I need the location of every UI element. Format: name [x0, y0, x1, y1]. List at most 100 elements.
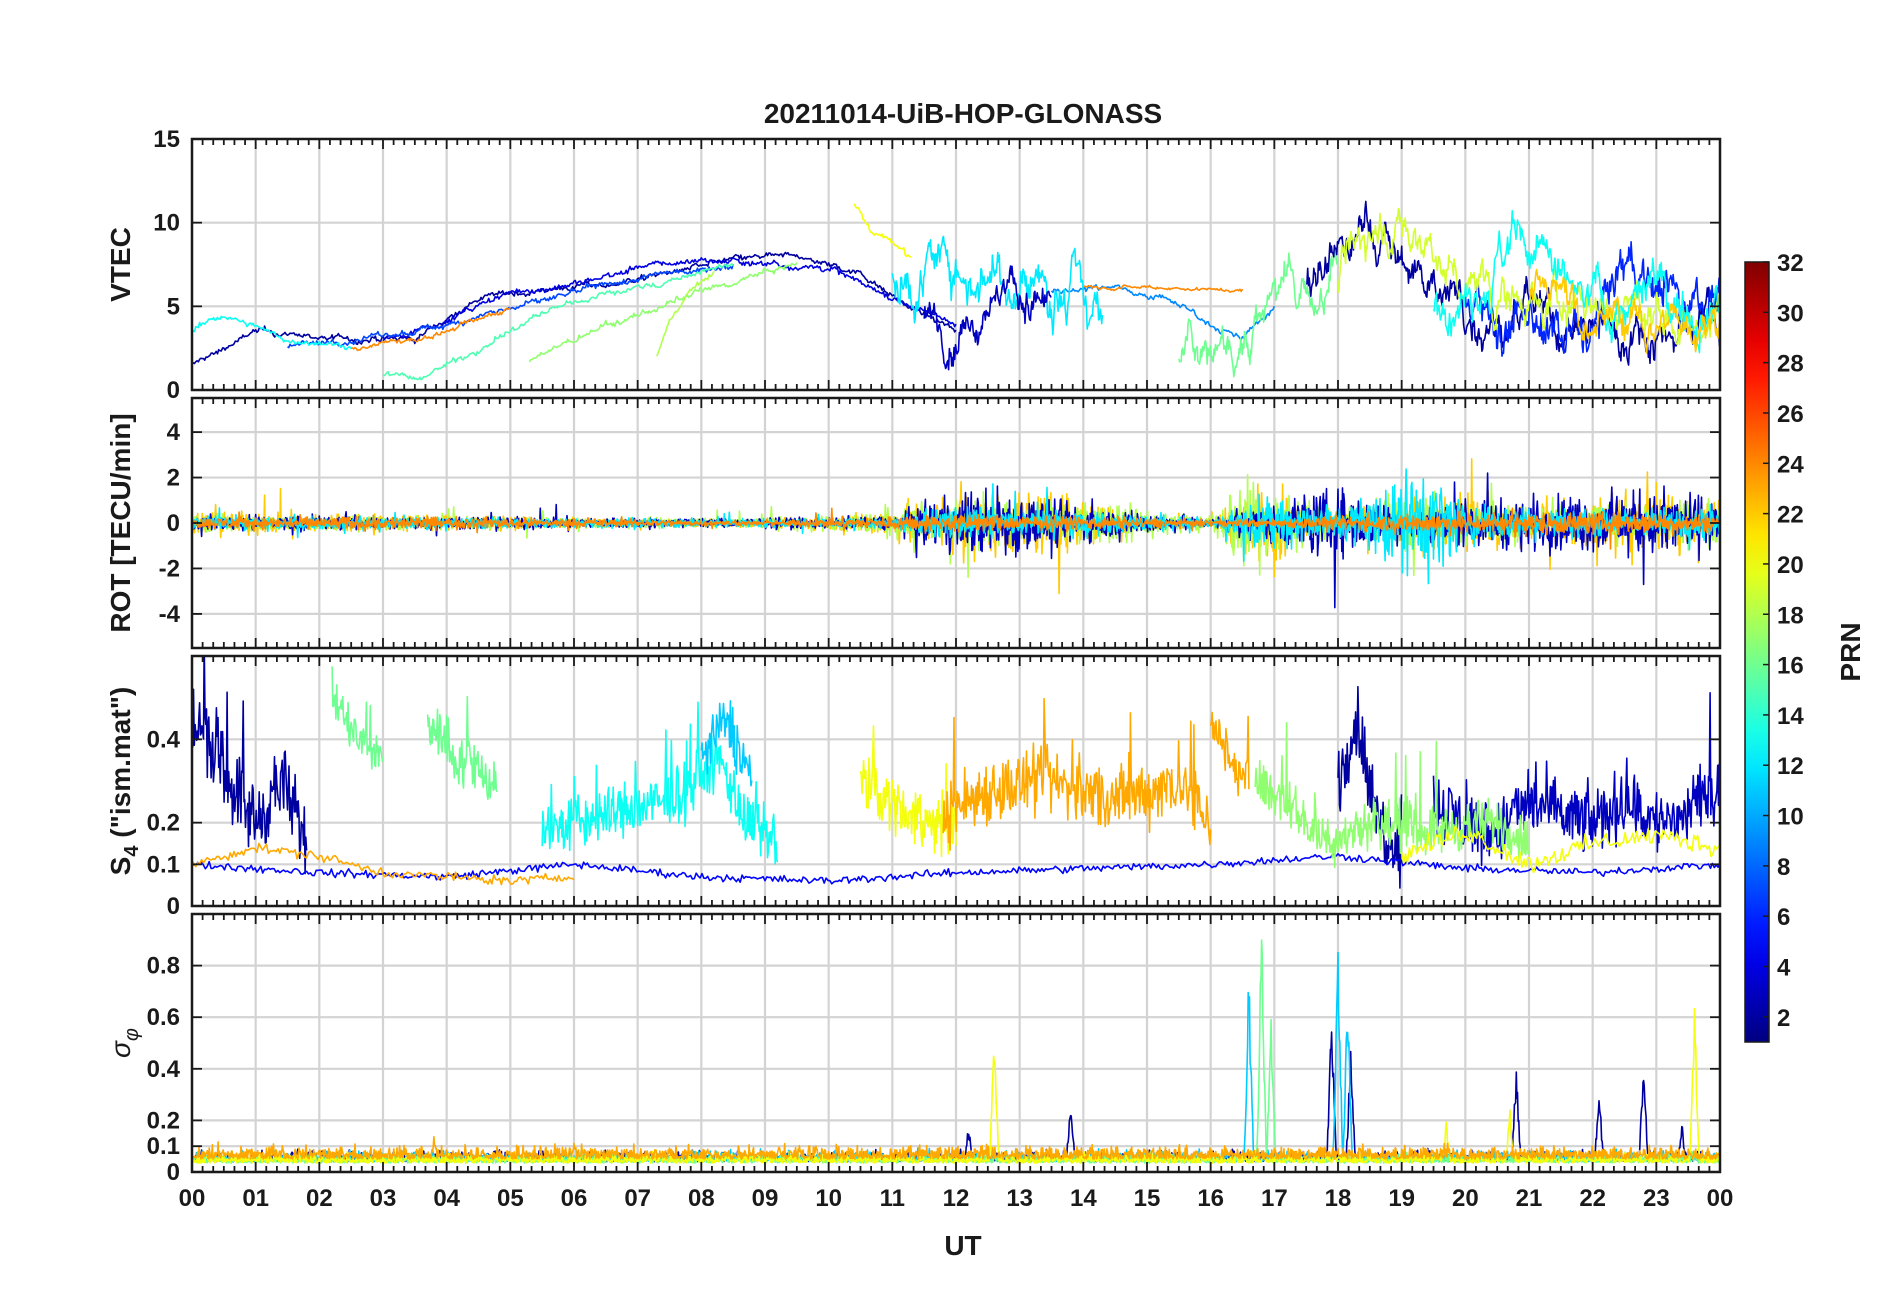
series-rot-prn24-4: [192, 507, 1720, 550]
ticks-s4: [191, 656, 1721, 907]
series-s4-prn2-1: [1337, 685, 1403, 889]
series-vtec-prn12-11: [891, 235, 1104, 336]
series-group-sigma-phi: [192, 939, 1720, 1164]
y-tick-label: 15: [153, 126, 180, 153]
x-tick-label: 21: [1516, 1185, 1543, 1212]
x-tick-label: 14: [1070, 1185, 1097, 1212]
series-s4-prn3-2: [1432, 692, 1720, 867]
series-vtec-prn4-1: [382, 257, 957, 342]
colorbar-tick-label: 24: [1777, 451, 1804, 478]
x-tick-label: 17: [1261, 1185, 1288, 1212]
x-tick-label: 09: [752, 1185, 779, 1212]
series-vtec-prn18-7: [656, 270, 715, 357]
x-tick-label: 06: [561, 1185, 588, 1212]
series-vtec-prn7-2: [287, 263, 734, 349]
series-vtec-prn22-18: [1528, 268, 1720, 354]
x-tick-label: 03: [370, 1185, 397, 1212]
colorbar-tick-label: 32: [1777, 250, 1804, 277]
x-tick-label: 02: [306, 1185, 333, 1212]
x-tick-label: 19: [1388, 1185, 1415, 1212]
series-group-vtec: [192, 200, 1720, 381]
series-s4-prn16-4: [331, 666, 384, 770]
series-s4-prn11-7: [700, 700, 753, 787]
x-tick-label: 23: [1643, 1185, 1670, 1212]
colorbar-tick-label: 18: [1777, 602, 1804, 629]
y-tick-label: 0.2: [147, 1107, 180, 1134]
x-tick-label: 18: [1325, 1185, 1352, 1212]
series-vtec-prn19-16: [1337, 207, 1720, 346]
y-axis-label-s4: S4 ("ism.mat"): [105, 687, 143, 876]
x-tick-label: 12: [943, 1185, 970, 1212]
series-vtec-prn17-6: [528, 262, 798, 363]
colorbar-tick-label: 20: [1777, 552, 1804, 579]
series-s4-prn23-9: [942, 697, 1212, 851]
colorbar-tick-label: 22: [1777, 502, 1804, 529]
x-tick-label: 01: [242, 1185, 269, 1212]
y-tick-label: 0.6: [147, 1004, 180, 1031]
colorbar-tick-label: 10: [1777, 804, 1804, 831]
series-s4-prn2-0: [192, 656, 308, 875]
x-tick-label: 00: [179, 1185, 206, 1212]
y-tick-label: 4: [167, 419, 181, 446]
x-tick-label: 11: [880, 1185, 905, 1212]
x-tick-label: 00: [1707, 1185, 1734, 1212]
colorbar-tick-label: 8: [1777, 854, 1790, 881]
series-group-s4: [192, 656, 1720, 889]
x-tick-label: 13: [1006, 1185, 1033, 1212]
x-tick-labels: 00 01 02 03 04 05 06 07 08 09 10 11 12 13 14 15 16 17 18 19…: [179, 1185, 1734, 1212]
series-vtec-prn6-15: [1464, 241, 1720, 357]
colorbar-scale: [1744, 261, 1770, 1043]
y-axis-label-vtec: VTEC: [105, 227, 136, 302]
x-tick-label: 15: [1134, 1185, 1161, 1212]
y-axis-label-rot: ROT [TECU/min]: [105, 413, 136, 632]
y-axis-label-sigma-phi: σφ: [105, 1028, 143, 1058]
y-tick-label: 10: [153, 210, 180, 237]
y-tick-label: -2: [159, 555, 180, 582]
colorbar-tick-label: 4: [1777, 955, 1791, 982]
y-tick-label: 0: [167, 1159, 180, 1186]
ticks-rot: [191, 398, 1721, 648]
grid-sigma-phi: [190, 914, 1722, 1174]
x-tick-label: 07: [624, 1185, 651, 1212]
ticks-sigma-phi: [191, 914, 1721, 1173]
series-s4-prn16-5: [426, 695, 498, 801]
series-vtec-prn20-10: [853, 203, 912, 258]
panel-s4: 0 0.1 0.2 0.4S4 ("ism.mat"): [105, 654, 1722, 920]
series-s4-prn13-6: [541, 701, 779, 865]
series-vtec-prn2-0: [192, 251, 957, 365]
colorbar-tick-label: 30: [1777, 300, 1804, 327]
x-tick-label: 10: [815, 1185, 842, 1212]
series-group-rot: [192, 458, 1720, 609]
colorbar-tick-label: 26: [1777, 401, 1804, 428]
series-vtec-prn13-4: [192, 315, 352, 351]
colorbar-tick-label: 6: [1777, 904, 1790, 931]
y-tick-label: 0: [167, 377, 180, 404]
series-vtec-prn24-8: [351, 307, 511, 352]
panel-rot: -4 -2 0 2 4 ROT [TECU/min]: [105, 396, 1722, 650]
y-tick-label: 0.1: [147, 1133, 180, 1160]
series-vtec-prn15-5: [382, 263, 734, 381]
series-s4-prn20-13: [1400, 825, 1720, 874]
x-tick-label: 16: [1197, 1185, 1224, 1212]
x-tick-label: 08: [688, 1185, 715, 1212]
colorbar-tick-label: 16: [1777, 653, 1804, 680]
series-sigma-phi-prn23-4: [192, 1136, 1720, 1160]
series-s4-prn23-10: [1209, 711, 1250, 797]
series-s4-prn20-8: [859, 725, 957, 858]
y-tick-label: 0: [167, 893, 180, 920]
colorbar-tick-label: 2: [1777, 1005, 1790, 1032]
x-axis-label: UT: [944, 1230, 981, 1261]
y-tick-label: 2: [167, 465, 180, 492]
panel-sigma-phi: 00.10.2 0.4 0.6 0.8 σφ: [105, 912, 1722, 1186]
y-tick-label: 0.1: [147, 851, 180, 878]
x-tick-label: 05: [497, 1185, 524, 1212]
series-vtec-prn24-9: [1082, 284, 1244, 293]
y-tick-label: 5: [167, 293, 180, 320]
colorbar-label: PRN: [1835, 622, 1866, 681]
series-vtec-prn9-3: [1050, 284, 1276, 341]
series-s4-prn23-11: [192, 842, 575, 886]
